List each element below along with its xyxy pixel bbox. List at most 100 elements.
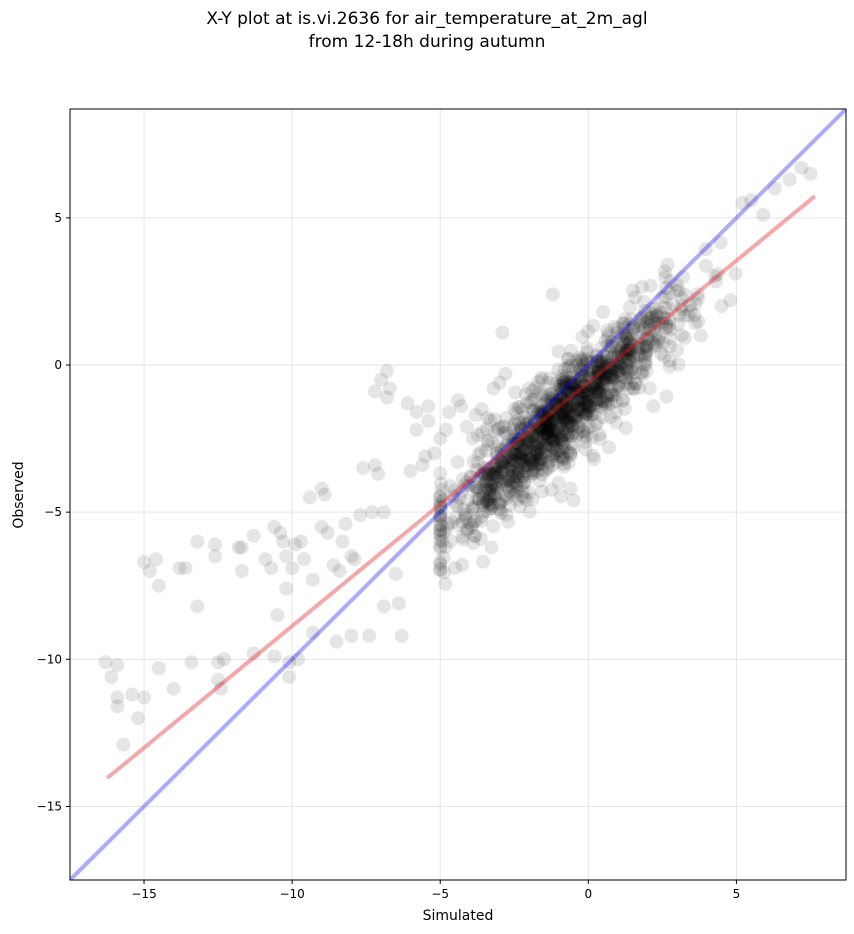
data-point <box>611 377 626 392</box>
data-point <box>513 446 528 461</box>
data-point <box>600 338 615 353</box>
data-point <box>555 415 570 430</box>
data-point <box>610 364 625 379</box>
data-point <box>469 480 484 495</box>
data-point <box>546 396 561 411</box>
data-point <box>532 451 547 466</box>
data-point <box>639 347 654 362</box>
data-point <box>455 472 470 487</box>
data-point <box>585 430 600 445</box>
data-point <box>633 312 648 327</box>
data-point <box>482 483 497 498</box>
data-point <box>573 404 588 419</box>
data-point <box>687 308 702 323</box>
data-point <box>541 389 556 404</box>
data-point <box>634 309 649 324</box>
data-point <box>505 436 520 451</box>
data-point <box>656 335 671 350</box>
data-point <box>538 404 553 419</box>
data-point <box>535 404 550 419</box>
data-point <box>543 447 558 462</box>
data-point <box>511 426 526 441</box>
data-point <box>400 396 415 411</box>
data-point <box>584 367 599 382</box>
data-point <box>558 451 573 466</box>
data-point <box>534 398 549 413</box>
data-point <box>504 460 519 475</box>
data-point <box>514 445 529 460</box>
data-point <box>519 437 534 452</box>
data-point <box>433 466 448 481</box>
data-point <box>532 473 547 488</box>
data-point <box>520 414 535 429</box>
data-point <box>515 452 530 467</box>
data-point <box>626 320 641 335</box>
data-point <box>273 525 288 540</box>
data-point <box>628 339 643 354</box>
data-point <box>482 496 497 511</box>
data-point <box>540 426 555 441</box>
data-point <box>526 402 541 417</box>
data-point <box>658 300 673 315</box>
data-point <box>531 435 546 450</box>
data-point <box>600 329 615 344</box>
data-point <box>433 522 448 537</box>
data-point <box>564 374 579 389</box>
data-point <box>561 358 576 373</box>
data-point <box>536 423 551 438</box>
data-point <box>594 371 609 386</box>
data-point <box>518 454 533 469</box>
data-point <box>332 564 347 579</box>
data-point <box>376 505 391 520</box>
data-point <box>465 431 480 446</box>
data-point <box>508 474 523 489</box>
data-point <box>546 432 561 447</box>
data-point <box>508 447 523 462</box>
data-point <box>542 405 557 420</box>
data-point <box>527 459 542 474</box>
data-point <box>650 334 665 349</box>
data-point <box>488 466 503 481</box>
data-point <box>489 469 504 484</box>
data-point <box>484 479 499 494</box>
data-point <box>546 416 561 431</box>
y-tick-label: −5 <box>44 505 62 519</box>
data-point <box>589 385 604 400</box>
data-point <box>573 376 588 391</box>
data-point <box>530 427 545 442</box>
data-point <box>617 401 632 416</box>
data-point <box>599 368 614 383</box>
data-point <box>523 414 538 429</box>
data-point <box>530 405 545 420</box>
data-point <box>481 498 496 513</box>
data-point <box>592 367 607 382</box>
x-tick-label: 5 <box>733 887 741 901</box>
data-point <box>707 269 722 284</box>
data-point <box>564 384 579 399</box>
data-point <box>582 404 597 419</box>
data-point <box>541 411 556 426</box>
data-point <box>662 339 677 354</box>
data-point <box>433 541 448 556</box>
data-point <box>474 444 489 459</box>
data-point <box>501 460 516 475</box>
data-point <box>590 374 605 389</box>
data-point <box>555 406 570 421</box>
data-point <box>575 390 590 405</box>
data-point <box>550 401 565 416</box>
data-point <box>535 484 550 499</box>
data-point <box>517 475 532 490</box>
data-point <box>556 459 571 474</box>
data-point <box>619 356 634 371</box>
data-point <box>628 365 643 380</box>
data-point <box>591 384 606 399</box>
data-point <box>607 319 622 334</box>
data-point <box>550 382 565 397</box>
data-point <box>579 386 594 401</box>
data-point <box>593 431 608 446</box>
data-point <box>625 283 640 298</box>
data-point <box>527 392 542 407</box>
data-point <box>506 453 521 468</box>
data-point <box>622 343 637 358</box>
data-point <box>582 419 597 434</box>
